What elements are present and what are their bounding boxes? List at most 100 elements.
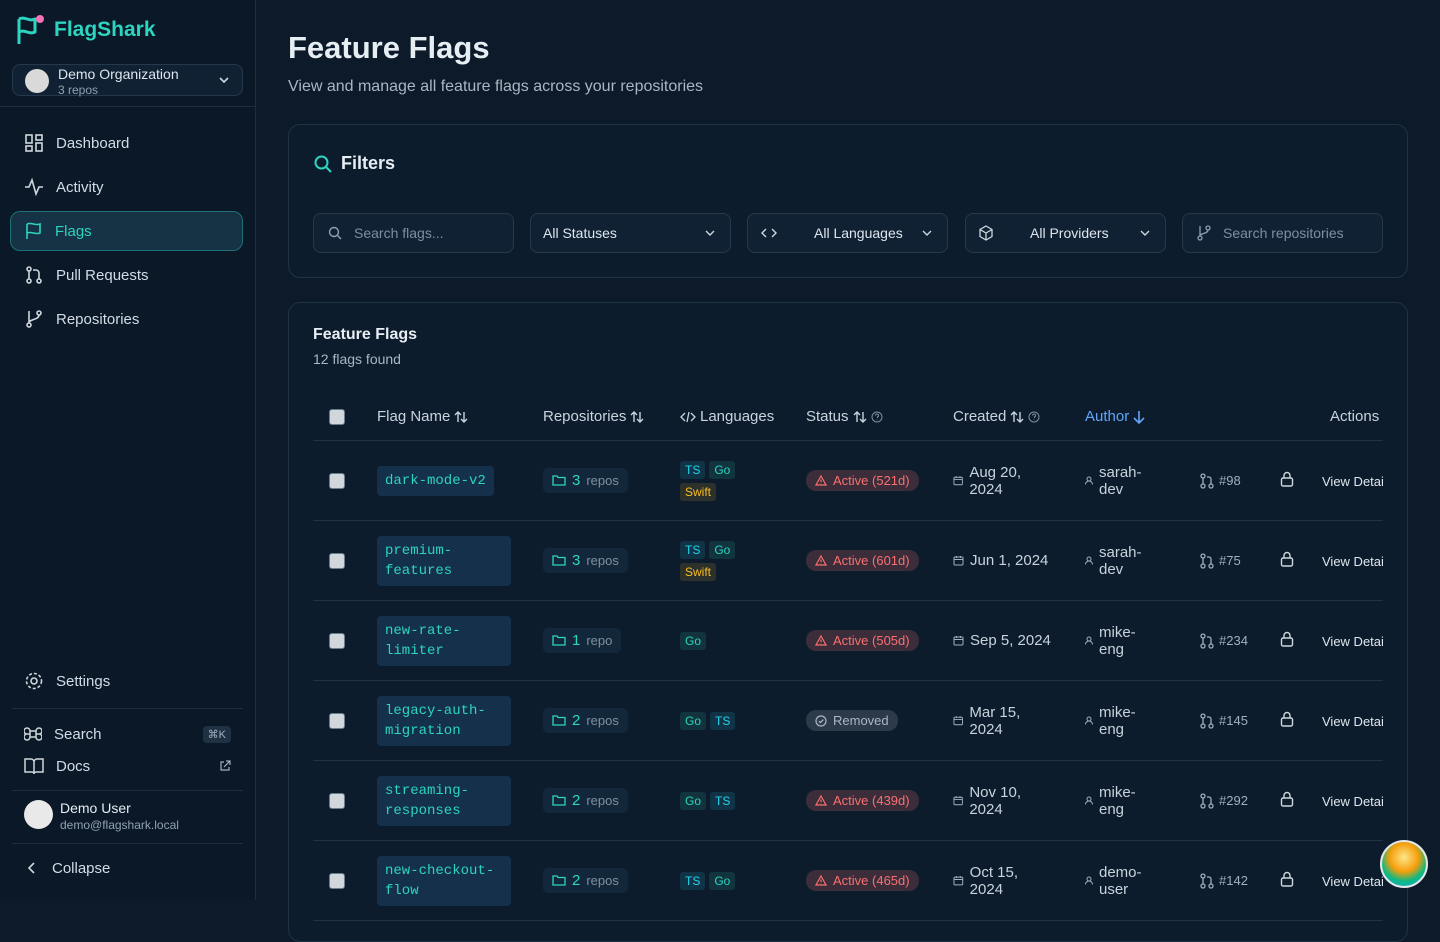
icon <box>24 133 44 153</box>
repo-chip[interactable]: 2repos <box>543 868 628 893</box>
view-details[interactable]: View Details <box>1322 874 1383 889</box>
nav-label: Pull Requests <box>56 267 149 284</box>
cell: 2repos <box>543 868 680 893</box>
icon <box>1085 556 1093 565</box>
flag-name[interactable]: new-rate-limiter <box>377 616 511 666</box>
cell: dark-mode-v2 <box>377 466 543 496</box>
icon <box>552 554 566 567</box>
flag-search[interactable]: Search flags... <box>313 213 514 253</box>
author-name: mike-eng <box>1099 784 1159 818</box>
nav-item[interactable]: Dashboard <box>10 123 243 163</box>
icon <box>552 874 566 887</box>
icon <box>1200 473 1214 489</box>
lock-icon[interactable] <box>1280 471 1294 487</box>
flag-row: premium-features 3repos TSGoSwift Active… <box>313 521 1383 601</box>
icon <box>978 225 994 241</box>
page: FlagShark *{box-sizing:border-box} html,… <box>0 0 1440 900</box>
user-email: demo@flagshark.local <box>60 818 179 832</box>
languages: TSGo <box>680 872 750 890</box>
repo-chip[interactable]: 2repos <box>543 788 628 813</box>
view-details[interactable]: View Details <box>1322 634 1383 649</box>
pr-link[interactable]: #75 <box>1200 553 1265 569</box>
docs-link[interactable]: Docs <box>10 746 243 786</box>
row-checkbox[interactable] <box>329 713 345 729</box>
lock-icon[interactable] <box>1280 711 1294 727</box>
view-details[interactable]: View Details <box>1322 474 1383 489</box>
icon <box>1200 553 1214 569</box>
select-value: All Statuses <box>543 225 617 241</box>
author: mike-eng <box>1085 784 1200 818</box>
cell: Active (505d) <box>806 630 953 651</box>
repo-chip[interactable]: 1repo <box>543 628 621 653</box>
flag-name[interactable]: new-checkout-flow <box>377 856 511 906</box>
view-details[interactable]: View Details <box>1322 554 1383 569</box>
language-select[interactable]: All Languages <box>747 213 948 253</box>
repo-unit: repo <box>586 633 612 648</box>
pr-link[interactable]: #234 <box>1200 633 1265 649</box>
icon <box>1200 713 1214 729</box>
pr-link[interactable]: #142 <box>1200 873 1265 889</box>
nav-item[interactable]: Flags <box>10 211 243 251</box>
flag-name[interactable]: premium-features <box>377 536 511 586</box>
lock-icon[interactable] <box>1280 551 1294 567</box>
status: Active (521d) <box>833 473 910 488</box>
th: Languages <box>680 408 806 425</box>
icon <box>24 265 44 285</box>
language-badge: Go <box>709 461 735 479</box>
provider-select[interactable]: All Providers <box>965 213 1166 253</box>
repo-unit: repos <box>586 473 619 488</box>
lock-icon[interactable] <box>1280 871 1294 887</box>
select-all[interactable] <box>329 409 345 425</box>
pr-link[interactable]: #145 <box>1200 713 1265 729</box>
brand-name: FlagShark <box>54 18 156 42</box>
cell: GoTS <box>680 712 806 730</box>
settings-link[interactable]: Settings <box>10 661 243 701</box>
created: Nov 10, 2024 <box>953 784 1053 818</box>
pr-link[interactable]: #292 <box>1200 793 1265 809</box>
repo-chip[interactable]: 3repos <box>543 548 628 573</box>
nav-label: Dashboard <box>56 135 129 152</box>
header-row: Flag Name Repositories Languages Status … <box>313 393 1383 441</box>
divider <box>12 708 243 709</box>
status-select[interactable]: All Statuses <box>530 213 731 253</box>
repo-chip[interactable]: 3repos <box>543 468 628 493</box>
author: demo-user <box>1085 864 1200 898</box>
repo-unit: repos <box>586 713 619 728</box>
chevron <box>704 227 716 239</box>
assistant-bubble[interactable] <box>1380 840 1428 888</box>
collapse-button[interactable]: Collapse <box>10 848 243 888</box>
cell: mike-eng <box>1085 624 1200 658</box>
cell: new-checkout-flow <box>377 856 543 906</box>
lock-icon[interactable] <box>1280 631 1294 647</box>
row-checkbox[interactable] <box>329 553 345 569</box>
icon <box>313 154 333 174</box>
org-switcher[interactable]: Demo Organization 3 repos <box>12 64 243 96</box>
nav-item[interactable]: Repositories <box>10 299 243 339</box>
nav-item[interactable]: Activity <box>10 167 243 207</box>
repo-search[interactable]: Search repositories... <box>1182 213 1383 253</box>
cell: View Details <box>1322 633 1383 649</box>
icon <box>815 555 827 567</box>
flag-row: dark-mode-v2 3repos TSGo Swift Active (52… <box>313 441 1383 521</box>
flag-row: legacy-auth-migration 2repos GoTS Remove… <box>313 681 1383 761</box>
languages: Go <box>680 632 750 650</box>
view-details[interactable]: View Details <box>1322 794 1383 809</box>
flag-name[interactable]: streaming-responses <box>377 776 511 826</box>
view-details[interactable]: View Details <box>1322 714 1383 729</box>
flag-name[interactable]: dark-mode-v2 <box>377 466 494 496</box>
repo-chip[interactable]: 2repos <box>543 708 628 733</box>
row-checkbox[interactable] <box>329 633 345 649</box>
language-badge: TS <box>680 461 705 479</box>
cell <box>1265 871 1322 890</box>
language-badge: Swift <box>680 483 716 501</box>
column-header: Status <box>806 408 849 425</box>
status-badge: Active (601d) <box>806 550 919 571</box>
row-checkbox[interactable] <box>329 793 345 809</box>
lock-icon[interactable] <box>1280 791 1294 807</box>
flag-name[interactable]: legacy-auth-migration <box>377 696 511 746</box>
pr-link[interactable]: #98 <box>1200 473 1265 489</box>
row-checkbox[interactable] <box>329 473 345 489</box>
brand[interactable]: FlagShark <box>16 14 156 46</box>
row-checkbox[interactable] <box>329 873 345 889</box>
nav-item[interactable]: Pull Requests <box>10 255 243 295</box>
